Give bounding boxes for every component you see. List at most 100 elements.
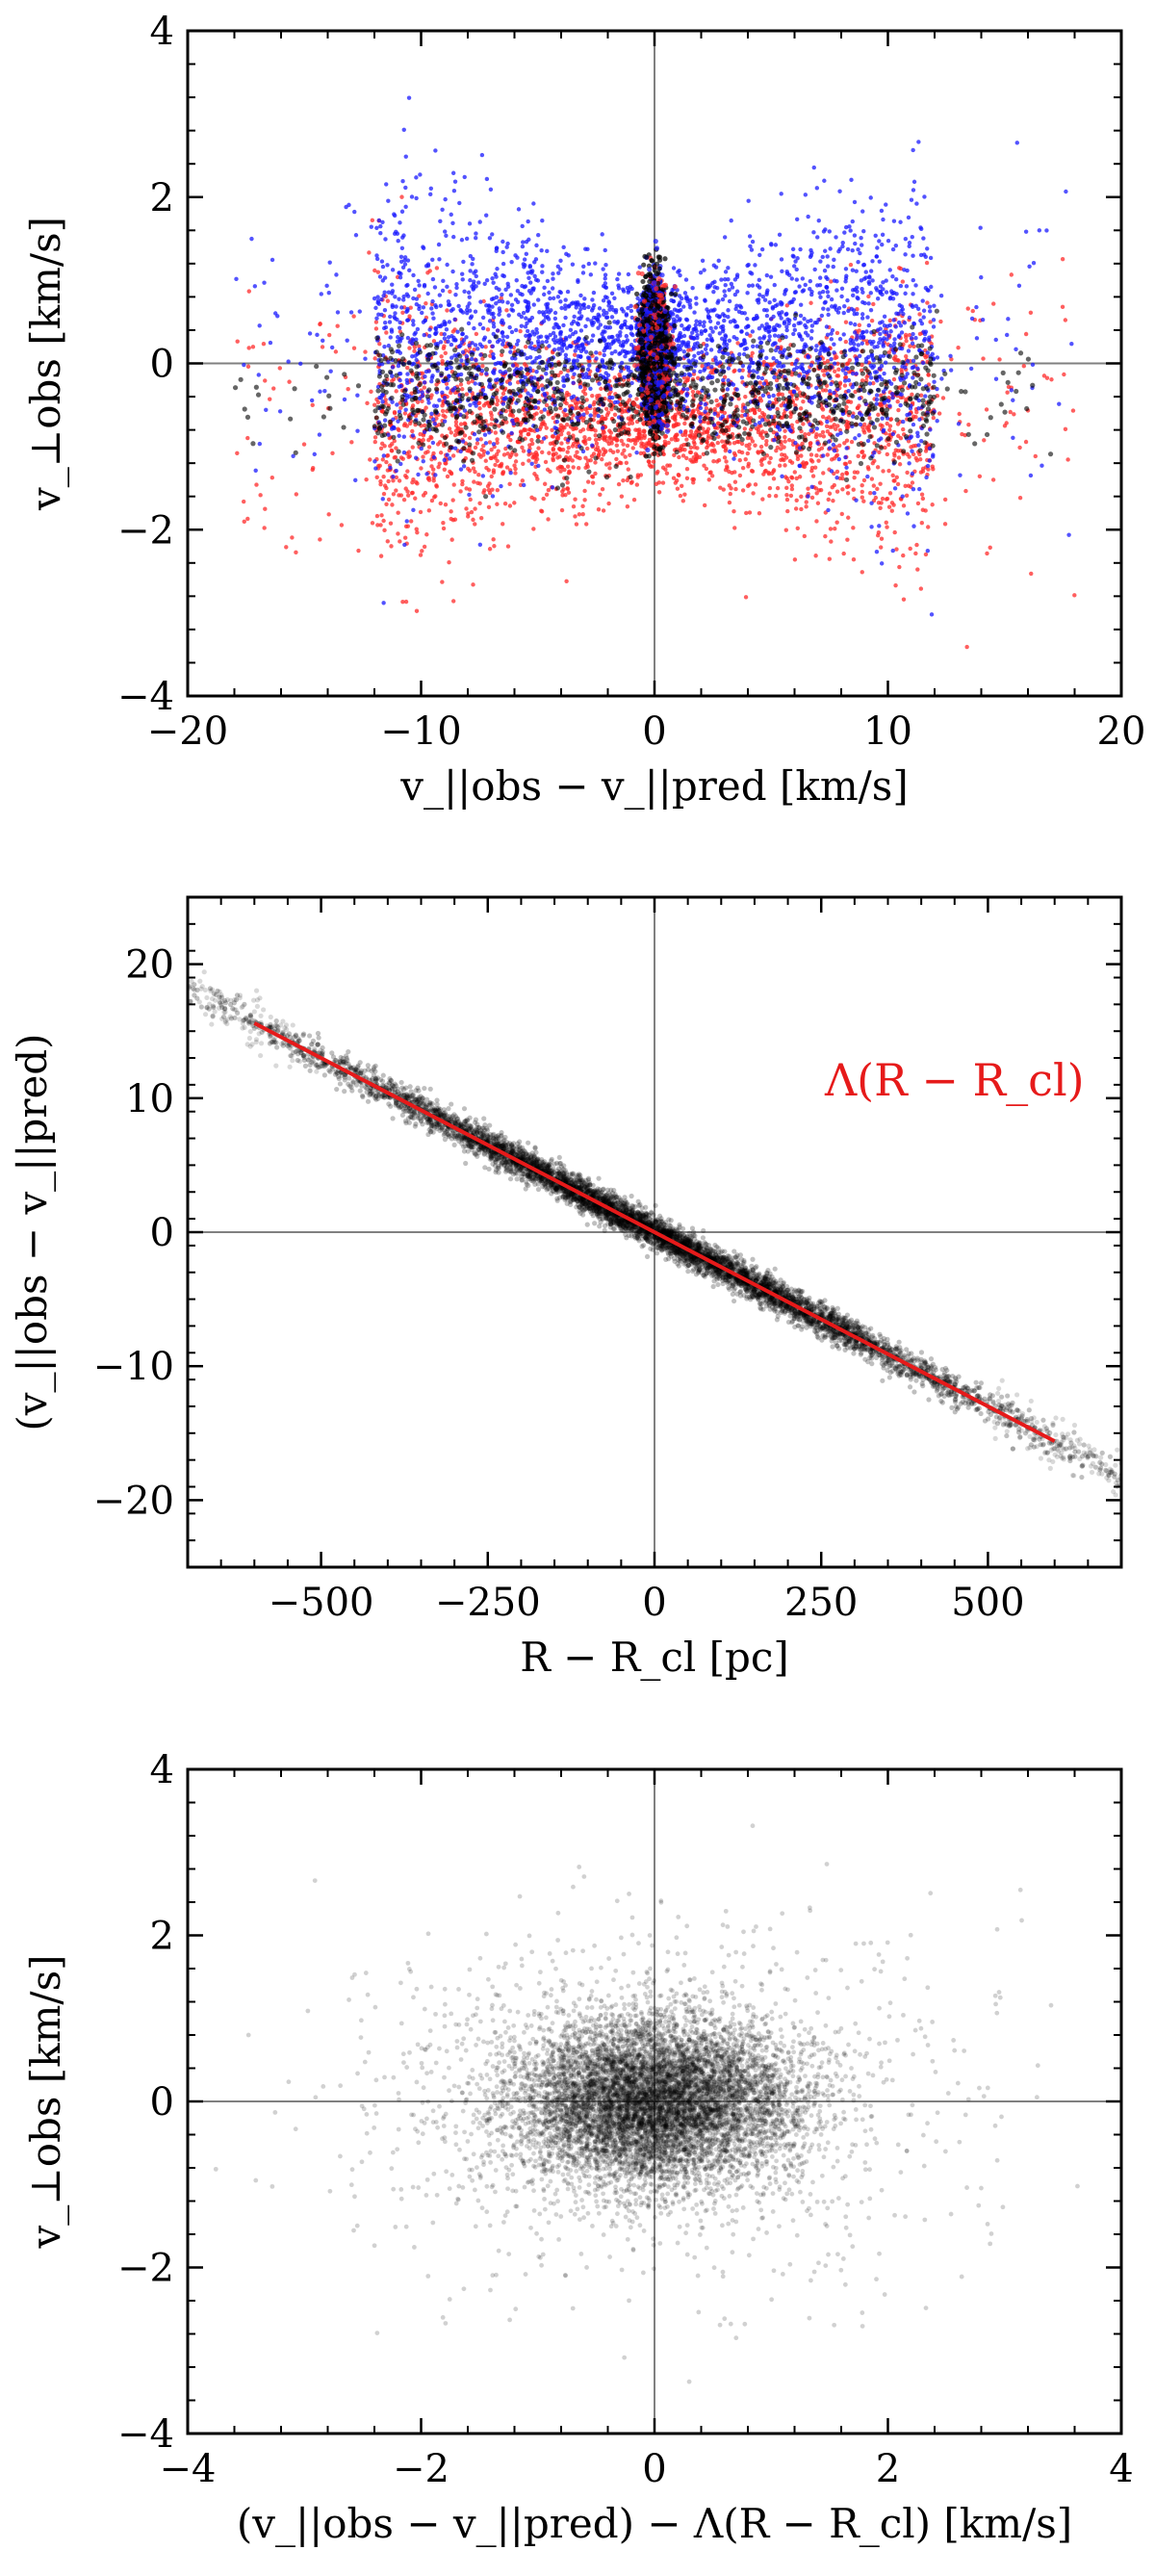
red-star-point xyxy=(397,478,402,483)
red-star-point xyxy=(683,432,688,437)
blue-star-point xyxy=(421,458,425,464)
red-star-point xyxy=(636,431,641,437)
red-star-point xyxy=(495,399,500,403)
red-star-point xyxy=(524,427,528,432)
red-star-point xyxy=(1005,390,1010,395)
red-star-point xyxy=(381,491,387,497)
red-star-point xyxy=(678,493,683,499)
blue-star-point xyxy=(591,302,597,308)
blue-star-point xyxy=(814,426,820,431)
red-star-point xyxy=(514,452,519,457)
blue-star-point xyxy=(430,311,435,316)
blue-star-point xyxy=(462,289,467,295)
blue-star-point xyxy=(398,350,403,355)
blue-star-point xyxy=(532,273,537,279)
red-star-point xyxy=(914,410,919,415)
red-star-point xyxy=(683,428,688,434)
blue-star-point xyxy=(438,303,444,308)
blue-star-point xyxy=(551,271,555,276)
blue-star-point xyxy=(792,327,798,333)
blue-star-point xyxy=(911,375,915,380)
blue-star-point xyxy=(543,315,549,320)
blue-star-point xyxy=(737,351,742,357)
blue-star-point xyxy=(572,372,577,376)
red-star-point xyxy=(418,553,424,557)
red-star-point xyxy=(475,441,480,446)
blue-star-point xyxy=(751,360,756,366)
red-star-point xyxy=(783,439,787,444)
blue-star-point xyxy=(679,429,683,434)
blue-star-point xyxy=(508,349,513,354)
red-star-point xyxy=(794,498,799,503)
red-star-point xyxy=(368,457,372,462)
blue-star-point xyxy=(772,437,777,443)
blue-star-point xyxy=(841,332,846,337)
red-star-point xyxy=(481,298,486,304)
blue-star-point xyxy=(432,421,437,426)
red-star-point xyxy=(761,472,766,477)
red-star-point xyxy=(566,457,571,463)
blue-star-point xyxy=(854,269,859,273)
blue-star-point xyxy=(839,286,845,292)
blue-star-point xyxy=(742,311,747,316)
blue-star-point xyxy=(494,245,500,250)
red-star-point xyxy=(757,380,762,385)
blue-star-point xyxy=(489,296,495,301)
blue-star-point xyxy=(499,483,503,489)
blue-star-point xyxy=(500,318,504,322)
blue-star-point xyxy=(911,147,915,153)
blue-star-point xyxy=(400,179,405,184)
red-star-point xyxy=(378,523,383,528)
blue-star-point xyxy=(478,352,483,357)
red-star-point xyxy=(401,497,407,502)
red-star-point xyxy=(728,491,732,497)
red-star-point xyxy=(825,358,831,364)
blue-star-point xyxy=(438,340,444,345)
blue-star-point xyxy=(431,403,437,408)
red-star-point xyxy=(520,445,525,450)
red-star-point xyxy=(521,461,526,466)
red-star-point xyxy=(743,395,748,399)
red-star-point xyxy=(442,467,448,472)
red-star-point xyxy=(832,423,836,427)
blue-star-point xyxy=(571,380,576,385)
blue-star-point xyxy=(398,220,402,225)
red-star-point xyxy=(398,539,402,544)
blue-star-point xyxy=(829,469,834,474)
red-star-point xyxy=(373,326,379,331)
red-star-point xyxy=(495,487,500,493)
red-star-point xyxy=(504,420,509,425)
red-star-point xyxy=(250,345,256,349)
red-star-point xyxy=(905,451,910,457)
blue-star-point xyxy=(842,378,848,383)
blue-star-point xyxy=(832,257,836,263)
red-star-point xyxy=(918,586,924,591)
blue-star-point xyxy=(500,342,505,347)
blue-star-point xyxy=(860,290,865,295)
red-star-point xyxy=(541,496,546,502)
red-star-point xyxy=(426,508,432,513)
red-star-point xyxy=(414,527,419,531)
red-star-point xyxy=(1060,304,1065,310)
blue-star-point xyxy=(558,332,563,337)
blue-star-point xyxy=(886,333,891,338)
red-star-point xyxy=(378,446,384,451)
blue-star-point xyxy=(920,298,925,303)
red-star-point xyxy=(639,433,645,438)
red-star-point xyxy=(403,486,408,491)
blue-star-point xyxy=(909,197,914,202)
red-star-point xyxy=(785,508,790,514)
blue-star-point xyxy=(501,273,507,279)
blue-star-point xyxy=(826,312,831,318)
blue-star-point xyxy=(603,324,608,330)
red-star-point xyxy=(471,517,475,523)
red-star-point xyxy=(702,502,707,508)
red-star-point xyxy=(614,456,619,462)
red-star-point xyxy=(522,362,527,367)
blue-star-point xyxy=(392,212,397,217)
red-star-point xyxy=(548,469,552,475)
red-star-point xyxy=(784,492,789,498)
red-star-point xyxy=(674,478,680,483)
blue-star-point xyxy=(680,323,684,328)
blue-star-point xyxy=(795,256,800,261)
